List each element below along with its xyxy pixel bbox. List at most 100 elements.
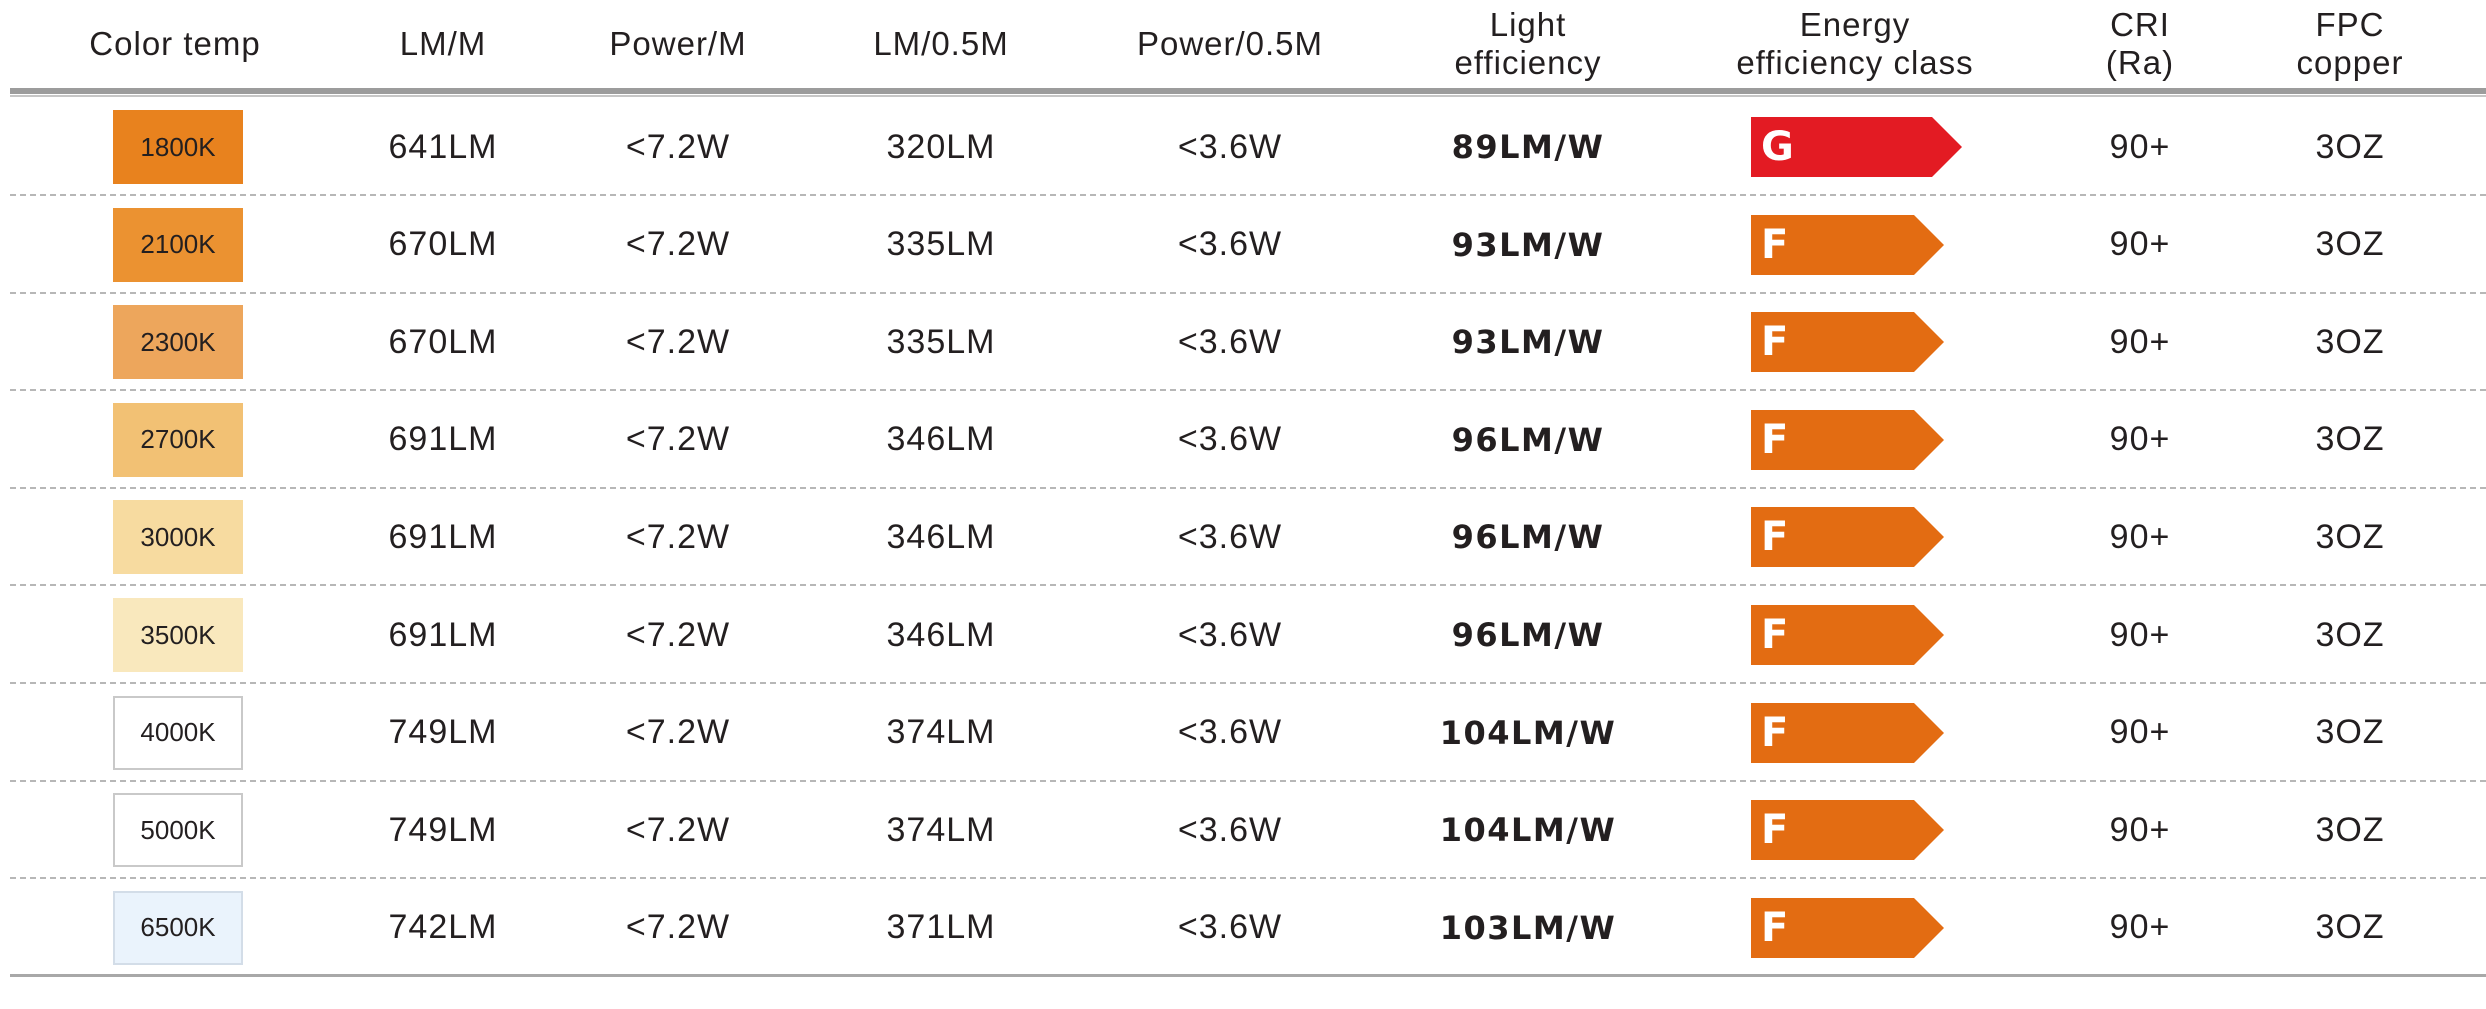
header-text: efficiency class (1736, 44, 1974, 81)
table-row: 2700K 691LM <7.2W 346LM <3.6W 96LM/W 90+ 3OZ F (0, 391, 2486, 489)
table-row: 4000K 749LM <7.2W 374LM <3.6W 104LM/W 90+ 3OZ F (0, 684, 2486, 782)
row-divider (10, 291, 2486, 294)
row-divider (10, 877, 2486, 880)
header-lm-05m: LM/0.5M (821, 0, 1061, 88)
energy-class-badge: F (1751, 702, 1944, 763)
table-row: 5000K 749LM <7.2W 374LM <3.6W 104LM/W 90+ 3OZ F (0, 781, 2486, 880)
header-text: copper (2296, 44, 2404, 81)
power-per-meter: <7.2W (625, 713, 731, 752)
header-text: Power/0.5M (1136, 25, 1324, 62)
header-power-05m: Power/0.5M (1090, 0, 1370, 88)
power-per-meter: <7.2W (625, 810, 731, 849)
color-temp-swatch: 2700K (113, 402, 243, 477)
energy-class-badge: F (1751, 409, 1944, 470)
table-row: 6500K 742LM <7.2W 371LM <3.6W 103LM/W 90+ 3OZ F (0, 879, 2486, 977)
cri-value: 90+ (2109, 420, 2171, 459)
energy-class-badge: F (1751, 214, 1944, 275)
header-text: Power/M (609, 25, 747, 62)
cri-value: 90+ (2109, 322, 2171, 361)
lumens-per-meter: 691LM (388, 517, 498, 556)
energy-class-letter: F (1761, 221, 1789, 268)
energy-class-badge: F (1751, 605, 1944, 665)
header-text: (Ra) (2105, 44, 2175, 81)
arrow-label-icon (1751, 312, 1944, 373)
power-per-meter: <7.2W (625, 615, 731, 654)
header-energy-class: Energy efficiency class (1695, 0, 2015, 88)
header-light-efficiency: Light efficiency (1398, 0, 1658, 88)
lumens-per-half-meter: 335LM (886, 225, 996, 264)
light-efficiency-value: 103LM/W (1439, 908, 1617, 947)
color-temp-swatch: 3500K (113, 598, 243, 672)
cri-value: 90+ (2109, 517, 2171, 556)
row-divider (10, 194, 2486, 196)
lumens-per-meter: 749LM (388, 713, 498, 752)
lumens-per-half-meter: 346LM (886, 615, 996, 654)
table-row: 1800K 641LM <7.2W 320LM <3.6W 89LM/W 90+ 3OZ G (0, 98, 2486, 196)
color-temp-swatch: 5000K (113, 793, 243, 868)
color-temp-swatch: 1800K (113, 110, 243, 184)
power-per-meter: <7.2W (625, 322, 731, 361)
light-efficiency-value: 89LM/W (1451, 128, 1605, 166)
cri-value: 90+ (2109, 810, 2171, 849)
energy-class-letter: F (1761, 612, 1789, 658)
energy-class-badge: F (1751, 507, 1944, 568)
cri-value: 90+ (2109, 713, 2171, 752)
power-per-half-meter: <3.6W (1177, 127, 1283, 166)
energy-class-badge: F (1751, 897, 1944, 958)
header-text: LM/0.5M (873, 25, 1009, 62)
fpc-copper-value: 3OZ (2315, 322, 2385, 361)
fpc-copper-value: 3OZ (2315, 810, 2385, 849)
light-efficiency-value: 96LM/W (1451, 518, 1605, 557)
table-row: 3000K 691LM <7.2W 346LM <3.6W 96LM/W 90+ 3OZ F (0, 488, 2486, 587)
energy-class-letter: G (1761, 124, 1794, 170)
header-text: CRI (2110, 6, 2170, 43)
lumens-per-meter: 691LM (388, 420, 498, 459)
row-divider (10, 584, 2486, 587)
light-efficiency-value: 96LM/W (1451, 616, 1605, 654)
header-text: Energy (1799, 6, 1911, 43)
lumens-per-meter: 749LM (388, 810, 498, 849)
header-cri: CRI (Ra) (2050, 0, 2230, 88)
header-text: LM/M (399, 25, 487, 62)
fpc-copper-value: 3OZ (2315, 517, 2385, 556)
header-fpc: FPC copper (2250, 0, 2450, 88)
power-per-meter: <7.2W (625, 908, 731, 947)
cri-value: 90+ (2109, 127, 2171, 166)
bottom-rule (10, 974, 2486, 977)
lumens-per-half-meter: 346LM (886, 517, 996, 556)
color-temp-swatch: 6500K (113, 890, 243, 965)
energy-class-letter: F (1761, 319, 1789, 366)
color-temp-swatch: 3000K (113, 500, 243, 575)
power-per-half-meter: <3.6W (1177, 713, 1283, 752)
power-per-half-meter: <3.6W (1177, 225, 1283, 264)
row-divider (10, 779, 2486, 782)
row-divider (10, 486, 2486, 489)
lumens-per-half-meter: 320LM (886, 127, 996, 166)
energy-class-badge: F (1751, 312, 1944, 373)
energy-class-letter: F (1761, 807, 1789, 854)
light-efficiency-value: 104LM/W (1439, 713, 1617, 752)
lumens-per-half-meter: 335LM (886, 322, 996, 361)
arrow-label-icon (1751, 214, 1944, 275)
light-efficiency-value: 93LM/W (1451, 225, 1605, 264)
light-efficiency-value: 104LM/W (1439, 811, 1617, 850)
header-text: FPC (2315, 6, 2385, 43)
fpc-copper-value: 3OZ (2315, 713, 2385, 752)
lumens-per-half-meter: 371LM (886, 908, 996, 947)
color-temp-swatch: 2100K (113, 207, 243, 282)
energy-class-letter: F (1761, 904, 1789, 951)
cri-value: 90+ (2109, 615, 2171, 654)
lumens-per-meter: 670LM (388, 225, 498, 264)
lumens-per-meter: 670LM (388, 322, 498, 361)
power-per-half-meter: <3.6W (1177, 322, 1283, 361)
power-per-meter: <7.2W (625, 420, 731, 459)
table-row: 2100K 670LM <7.2W 335LM <3.6W 93LM/W 90+ 3OZ F (0, 196, 2486, 294)
arrow-label-icon (1751, 897, 1944, 958)
energy-class-letter: F (1761, 709, 1789, 756)
arrow-label-icon (1751, 702, 1944, 763)
table-row: 2300K 670LM <7.2W 335LM <3.6W 93LM/W 90+ 3OZ F (0, 293, 2486, 392)
header-text: Color temp (89, 25, 261, 62)
energy-class-letter: F (1761, 514, 1789, 561)
fpc-copper-value: 3OZ (2315, 615, 2385, 654)
